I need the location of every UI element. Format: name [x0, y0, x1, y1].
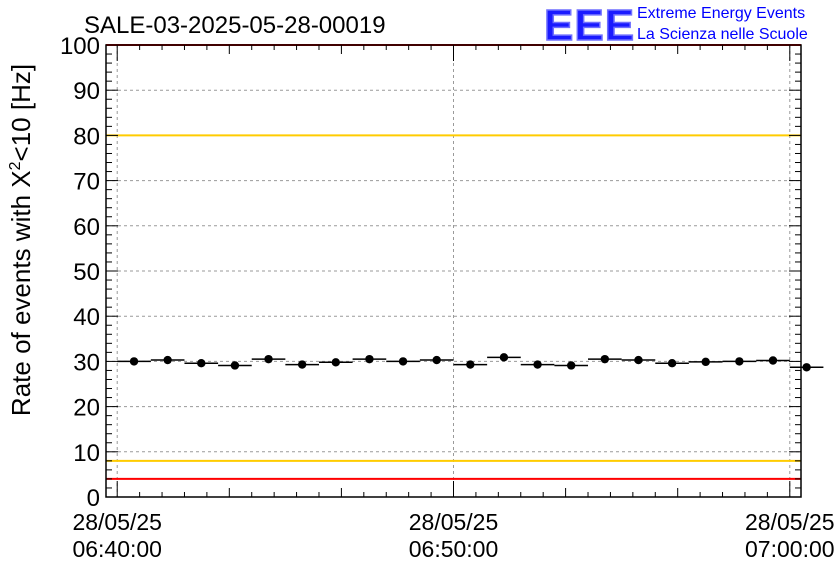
data-point: [365, 354, 374, 364]
x-tick-label-date: 28/05/25: [409, 509, 499, 535]
x-tick-label-time: 07:00:00: [745, 536, 835, 562]
x-tick-label-date: 28/05/25: [745, 509, 835, 535]
eee-logo-mark: EEE: [544, 1, 635, 50]
y-axis-label: Rate of events with X2<10 [Hz]: [6, 64, 36, 416]
data-point: [297, 360, 307, 369]
data-point: [768, 356, 778, 365]
data-point: [667, 359, 677, 368]
chart-title: SALE-03-2025-05-28-00019: [84, 12, 386, 39]
y-tick-label: 70: [73, 169, 100, 196]
eee-logo: EEE Extreme Energy Events La Scienza nel…: [543, 0, 808, 51]
data-point: [398, 357, 408, 366]
data-point: [802, 363, 811, 372]
data-point: [466, 360, 475, 369]
data-point: [600, 354, 610, 364]
data-point: [735, 357, 744, 366]
data-point: [331, 358, 340, 367]
y-axis-label-sup: 2: [7, 161, 24, 170]
y-tick-label: 60: [73, 214, 100, 241]
data-point: [634, 355, 643, 365]
y-tick-label: 40: [73, 304, 100, 331]
plot-area: 010203040506070809010028/05/2506:40:0028…: [60, 33, 835, 562]
data-point: [432, 355, 441, 365]
y-axis-label-main: Rate of events with X: [6, 170, 36, 416]
x-tick-label-time: 06:40:00: [72, 536, 162, 562]
data-point: [499, 353, 509, 362]
y-tick-label: 0: [87, 485, 100, 512]
data-point: [264, 354, 273, 364]
data-point: [230, 361, 240, 370]
y-tick-label: 90: [73, 78, 100, 105]
data-point: [197, 359, 206, 368]
eee-logo-line1: Extreme Energy Events: [637, 5, 805, 22]
x-tick-label-time: 06:50:00: [409, 536, 499, 562]
data-point: [129, 357, 139, 366]
data-point: [567, 361, 576, 370]
y-axis-label-tail: <10 [Hz]: [6, 64, 36, 162]
data-point: [533, 360, 542, 369]
y-tick-label: 50: [73, 259, 100, 286]
y-tick-label: 20: [73, 395, 100, 422]
x-tick-label-date: 28/05/25: [72, 509, 162, 535]
data-point: [163, 355, 172, 365]
y-tick-label: 100: [60, 33, 100, 60]
data-point: [701, 357, 710, 367]
y-tick-label: 10: [73, 440, 100, 467]
y-tick-label: 80: [73, 123, 100, 150]
eee-logo-line2: La Scienza nelle Scuole: [637, 26, 808, 43]
y-tick-label: 30: [73, 349, 100, 376]
